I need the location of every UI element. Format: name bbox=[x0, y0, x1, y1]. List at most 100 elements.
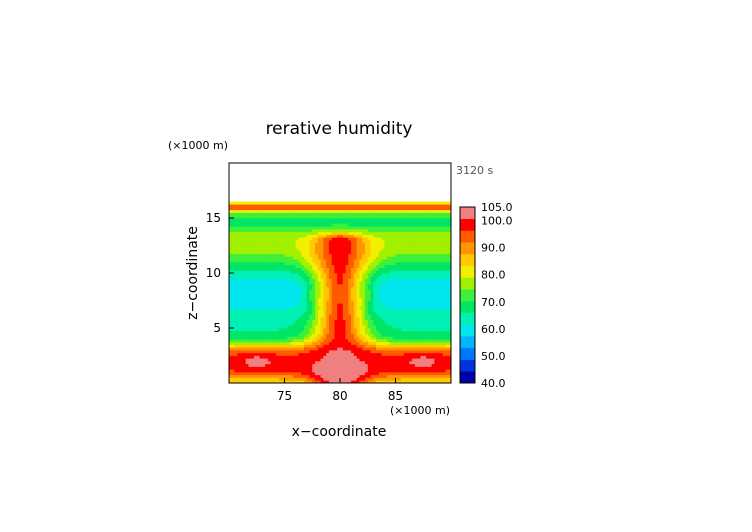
field-cell bbox=[428, 212, 432, 216]
field-cell bbox=[334, 369, 338, 373]
field-cell bbox=[326, 220, 330, 224]
field-cell bbox=[401, 223, 405, 227]
field-cell bbox=[351, 242, 355, 246]
field-cell bbox=[434, 267, 438, 271]
field-cell bbox=[276, 242, 280, 246]
field-cell bbox=[270, 220, 274, 224]
field-cell bbox=[276, 350, 280, 354]
field-cell bbox=[267, 350, 271, 354]
field-cell bbox=[229, 344, 233, 348]
field-cell bbox=[281, 361, 285, 365]
field-cell bbox=[309, 300, 313, 304]
field-cell bbox=[309, 281, 313, 285]
field-cell bbox=[376, 273, 380, 277]
field-cell bbox=[278, 350, 283, 354]
field-cell bbox=[403, 339, 407, 343]
field-cell bbox=[245, 295, 249, 299]
field-cell bbox=[442, 237, 446, 241]
field-cell bbox=[284, 209, 288, 213]
field-cell bbox=[301, 259, 305, 263]
field-cell bbox=[364, 253, 369, 257]
field-cell bbox=[437, 253, 441, 257]
field-cell bbox=[342, 374, 346, 378]
field-cell bbox=[340, 361, 344, 365]
field-cell bbox=[323, 314, 327, 318]
field-cell bbox=[306, 240, 310, 244]
field-cell bbox=[398, 358, 402, 362]
field-cell bbox=[328, 270, 333, 274]
field-cell bbox=[428, 314, 432, 318]
field-cell bbox=[389, 306, 394, 310]
field-cell bbox=[414, 242, 419, 246]
field-cell bbox=[403, 372, 407, 376]
field-cell bbox=[267, 215, 271, 219]
field-cell bbox=[251, 248, 255, 252]
field-cell bbox=[353, 212, 358, 216]
field-cell bbox=[359, 292, 363, 296]
field-cell bbox=[356, 314, 360, 318]
field-cell bbox=[270, 286, 274, 290]
field-cell bbox=[323, 248, 327, 252]
field-cell bbox=[273, 380, 277, 384]
field-cell bbox=[290, 289, 294, 293]
field-cell bbox=[315, 289, 319, 293]
field-cell bbox=[367, 218, 371, 222]
field-cell bbox=[323, 339, 327, 343]
field-cell bbox=[431, 215, 435, 219]
field-cell bbox=[364, 281, 369, 285]
field-cell bbox=[298, 218, 302, 222]
field-cell bbox=[340, 328, 344, 332]
field-cell bbox=[290, 311, 294, 315]
field-cell bbox=[420, 251, 424, 255]
field-cell bbox=[278, 328, 283, 332]
field-cell bbox=[265, 363, 269, 367]
field-cell bbox=[295, 215, 299, 219]
field-cell bbox=[309, 322, 313, 326]
field-cell bbox=[253, 264, 258, 268]
field-cell bbox=[328, 347, 333, 351]
field-cell bbox=[403, 306, 407, 310]
field-cell bbox=[401, 215, 405, 219]
field-cell bbox=[367, 289, 371, 293]
field-cell bbox=[245, 306, 249, 310]
field-cell bbox=[242, 256, 247, 260]
field-cell bbox=[295, 237, 299, 241]
field-cell bbox=[345, 377, 349, 381]
field-cell bbox=[298, 273, 302, 277]
field-cell bbox=[276, 361, 280, 365]
field-cell bbox=[439, 245, 444, 249]
field-cell bbox=[387, 314, 391, 318]
field-cell bbox=[409, 333, 413, 337]
field-cell bbox=[295, 234, 299, 238]
field-cell bbox=[259, 270, 263, 274]
field-cell bbox=[278, 262, 283, 266]
field-cell bbox=[403, 259, 407, 263]
field-cell bbox=[259, 273, 263, 277]
field-cell bbox=[445, 231, 449, 235]
field-cell bbox=[303, 218, 308, 222]
field-cell bbox=[234, 295, 238, 299]
field-cell bbox=[392, 256, 396, 260]
field-cell bbox=[242, 220, 247, 224]
field-cell bbox=[389, 220, 394, 224]
field-cell bbox=[262, 347, 266, 351]
field-cell bbox=[362, 308, 366, 312]
field-cell bbox=[392, 275, 396, 279]
field-cell bbox=[315, 234, 319, 238]
field-cell bbox=[270, 341, 274, 345]
field-cell bbox=[273, 328, 277, 332]
field-cell bbox=[442, 330, 446, 334]
field-cell bbox=[445, 251, 449, 255]
field-cell bbox=[345, 336, 349, 340]
field-cell bbox=[278, 347, 283, 351]
field-cell bbox=[445, 295, 449, 299]
field-cell bbox=[334, 215, 338, 219]
field-cell bbox=[245, 281, 249, 285]
field-cell bbox=[320, 237, 324, 241]
field-cell bbox=[442, 256, 446, 260]
field-cell bbox=[428, 366, 432, 370]
field-cell bbox=[409, 361, 413, 365]
field-cell bbox=[448, 297, 452, 301]
field-cell bbox=[242, 347, 247, 351]
field-cell bbox=[401, 344, 405, 348]
